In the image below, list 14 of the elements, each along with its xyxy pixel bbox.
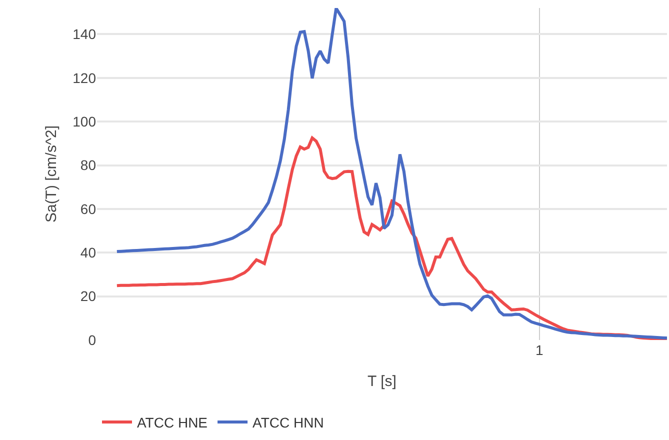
y-tick-label: 20 — [80, 288, 96, 304]
legend-label: ATCC HNE — [137, 414, 208, 430]
y-tick-label: 60 — [80, 200, 96, 217]
legend-label: ATCC HNN — [252, 414, 324, 430]
x-axis-title: T [s] — [368, 373, 396, 390]
y-tick-label: 0 — [88, 332, 96, 348]
y-tick-label: 140 — [72, 26, 96, 42]
y-tick-label: 100 — [72, 113, 96, 130]
line-series — [115, 8, 667, 340]
y-tick-label: 80 — [80, 157, 96, 174]
y-axis-title: Sa(T) [cm/s^2] — [42, 125, 60, 223]
y-tick-label: 40 — [80, 244, 96, 261]
y-tick-label: 120 — [72, 70, 96, 86]
x-tick-label: 1 — [536, 342, 544, 358]
